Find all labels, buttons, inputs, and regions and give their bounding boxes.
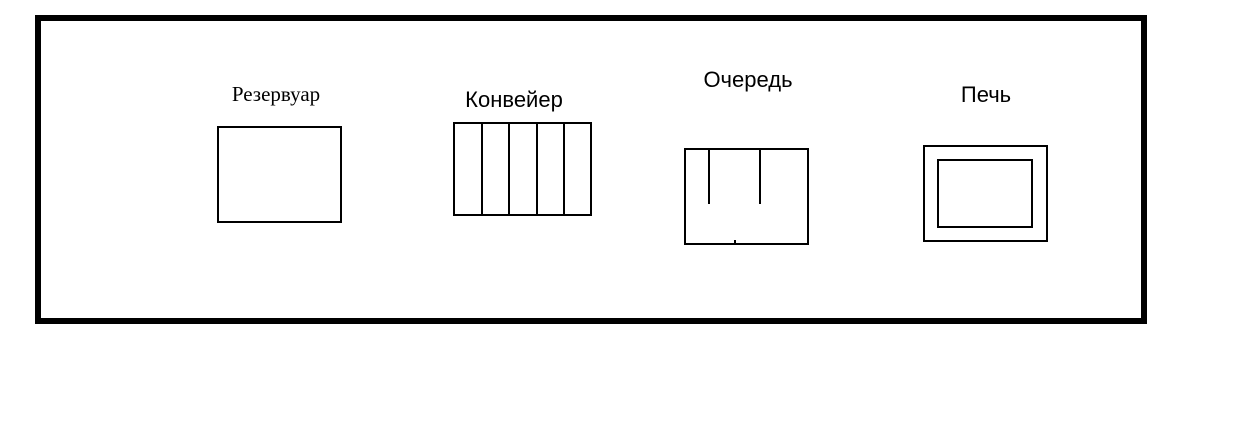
queue-icon [684,148,809,245]
furnace-label: Печь [960,82,1012,107]
queue-label: Очередь [703,67,793,92]
furnace-icon [923,145,1048,242]
conveyor-label: Конвейер [465,87,563,112]
reservoir-icon [217,126,342,223]
conveyor-icon [453,122,592,216]
reservoir-label: Резервуар [231,82,321,106]
